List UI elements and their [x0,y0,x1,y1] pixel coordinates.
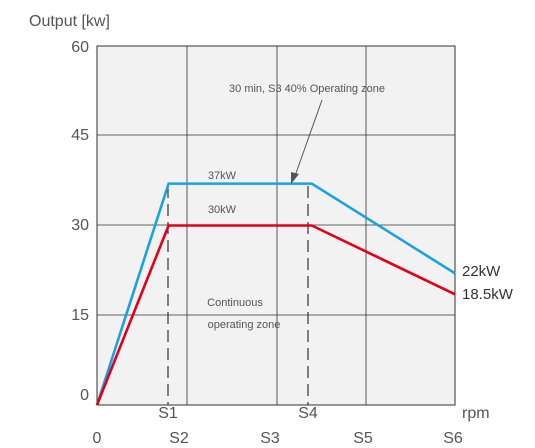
series-line-continuous [95,224,456,406]
y-tick-label: 60 [71,39,89,56]
end-label-continuous: 18.5kW [462,286,514,303]
x-tick-label: 0 [93,430,102,447]
y-axis-title: Output [kw] [29,13,110,30]
y-tick-label: 0 [80,387,89,404]
x-tick-label: S3 [260,430,280,447]
y-tick-label: 15 [71,307,89,324]
x-tick-label-upper: S1 [158,405,178,422]
x-axis-title: rpm [462,405,490,422]
x-tick-label-upper: S4 [298,405,318,422]
s3-zone-label: 30 min, S3 40% Operating zone [229,83,385,95]
y-tick-label: 30 [71,217,89,234]
y-tick-label: 45 [71,127,89,144]
end-label-s3: 22kW [462,263,501,280]
x-tick-label: S5 [353,430,373,447]
x-tick-label: S2 [169,430,189,447]
continuous-zone-label: operating zone [208,319,281,331]
series-line-s3 [95,182,456,406]
annotation-arrow [291,99,323,184]
s3-level-label: 37kW [208,170,237,182]
dashed-markers [167,186,309,405]
continuous-level-label: 30kW [208,204,237,216]
continuous-zone-label: Continuous [207,297,263,309]
x-tick-label: S6 [443,430,463,447]
